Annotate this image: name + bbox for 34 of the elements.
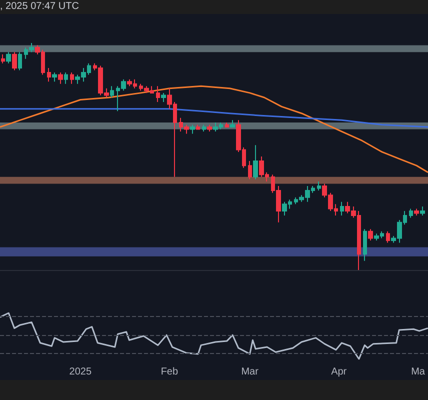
x-tick-label: Mar: [241, 366, 260, 378]
candlestick: [207, 124, 212, 132]
candlestick: [202, 124, 206, 132]
candlestick: [70, 72, 74, 84]
candlestick: [363, 228, 367, 262]
candlestick: [52, 72, 57, 82]
candlestick: [196, 124, 200, 130]
candlestick: [58, 72, 63, 84]
candlestick: [225, 122, 229, 128]
x-tick-label: Ma: [411, 366, 426, 378]
candlestick: [317, 180, 321, 192]
candlestick: [161, 92, 166, 103]
candlestick: [18, 52, 22, 71]
candlestick: [230, 120, 235, 128]
candlestick: [190, 124, 195, 134]
candlestick: [386, 230, 390, 244]
candlestick: [156, 86, 160, 103]
candlestick: [340, 201, 344, 216]
candlestick: [253, 144, 258, 180]
candlestick: [47, 67, 51, 82]
candlestick: [12, 52, 17, 71]
candlestick: [64, 72, 68, 84]
candlestick: [248, 160, 252, 180]
candlestick: [1, 54, 5, 64]
x-tick-label: Apr: [331, 366, 348, 378]
candlestick: [420, 206, 425, 216]
candlestick: [414, 208, 419, 216]
chart-title: , 2025 07:47 UTC: [0, 1, 79, 13]
candlestick: [110, 86, 114, 98]
candlestick: [6, 52, 11, 64]
candlestick: [368, 228, 373, 241]
x-tick-label: 2025: [69, 366, 92, 378]
x-tick-label: Feb: [160, 366, 178, 378]
candlestick: [409, 208, 413, 218]
